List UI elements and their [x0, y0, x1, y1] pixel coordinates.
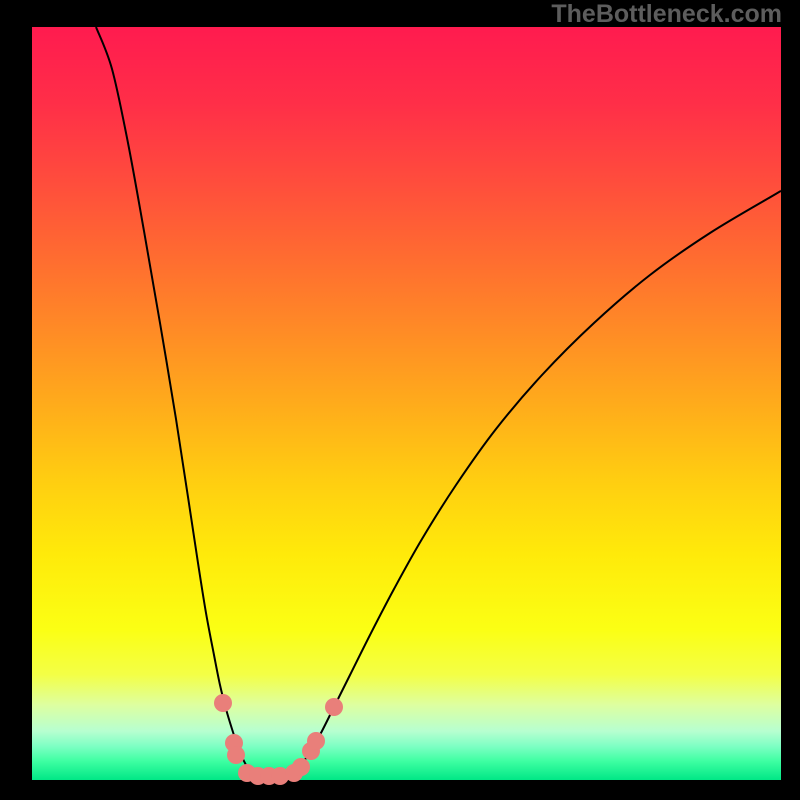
chart-frame: TheBottleneck.com [0, 0, 800, 800]
bottleneck-curve-left [96, 27, 252, 775]
plot-area [32, 27, 781, 780]
data-marker [325, 698, 343, 716]
bottleneck-curve-right [292, 191, 782, 775]
data-marker [307, 732, 325, 750]
data-marker [227, 746, 245, 764]
marker-group [214, 694, 343, 785]
data-marker [214, 694, 232, 712]
data-marker [292, 758, 310, 776]
chart-overlay-svg [32, 27, 781, 780]
watermark-text: TheBottleneck.com [551, 0, 782, 29]
